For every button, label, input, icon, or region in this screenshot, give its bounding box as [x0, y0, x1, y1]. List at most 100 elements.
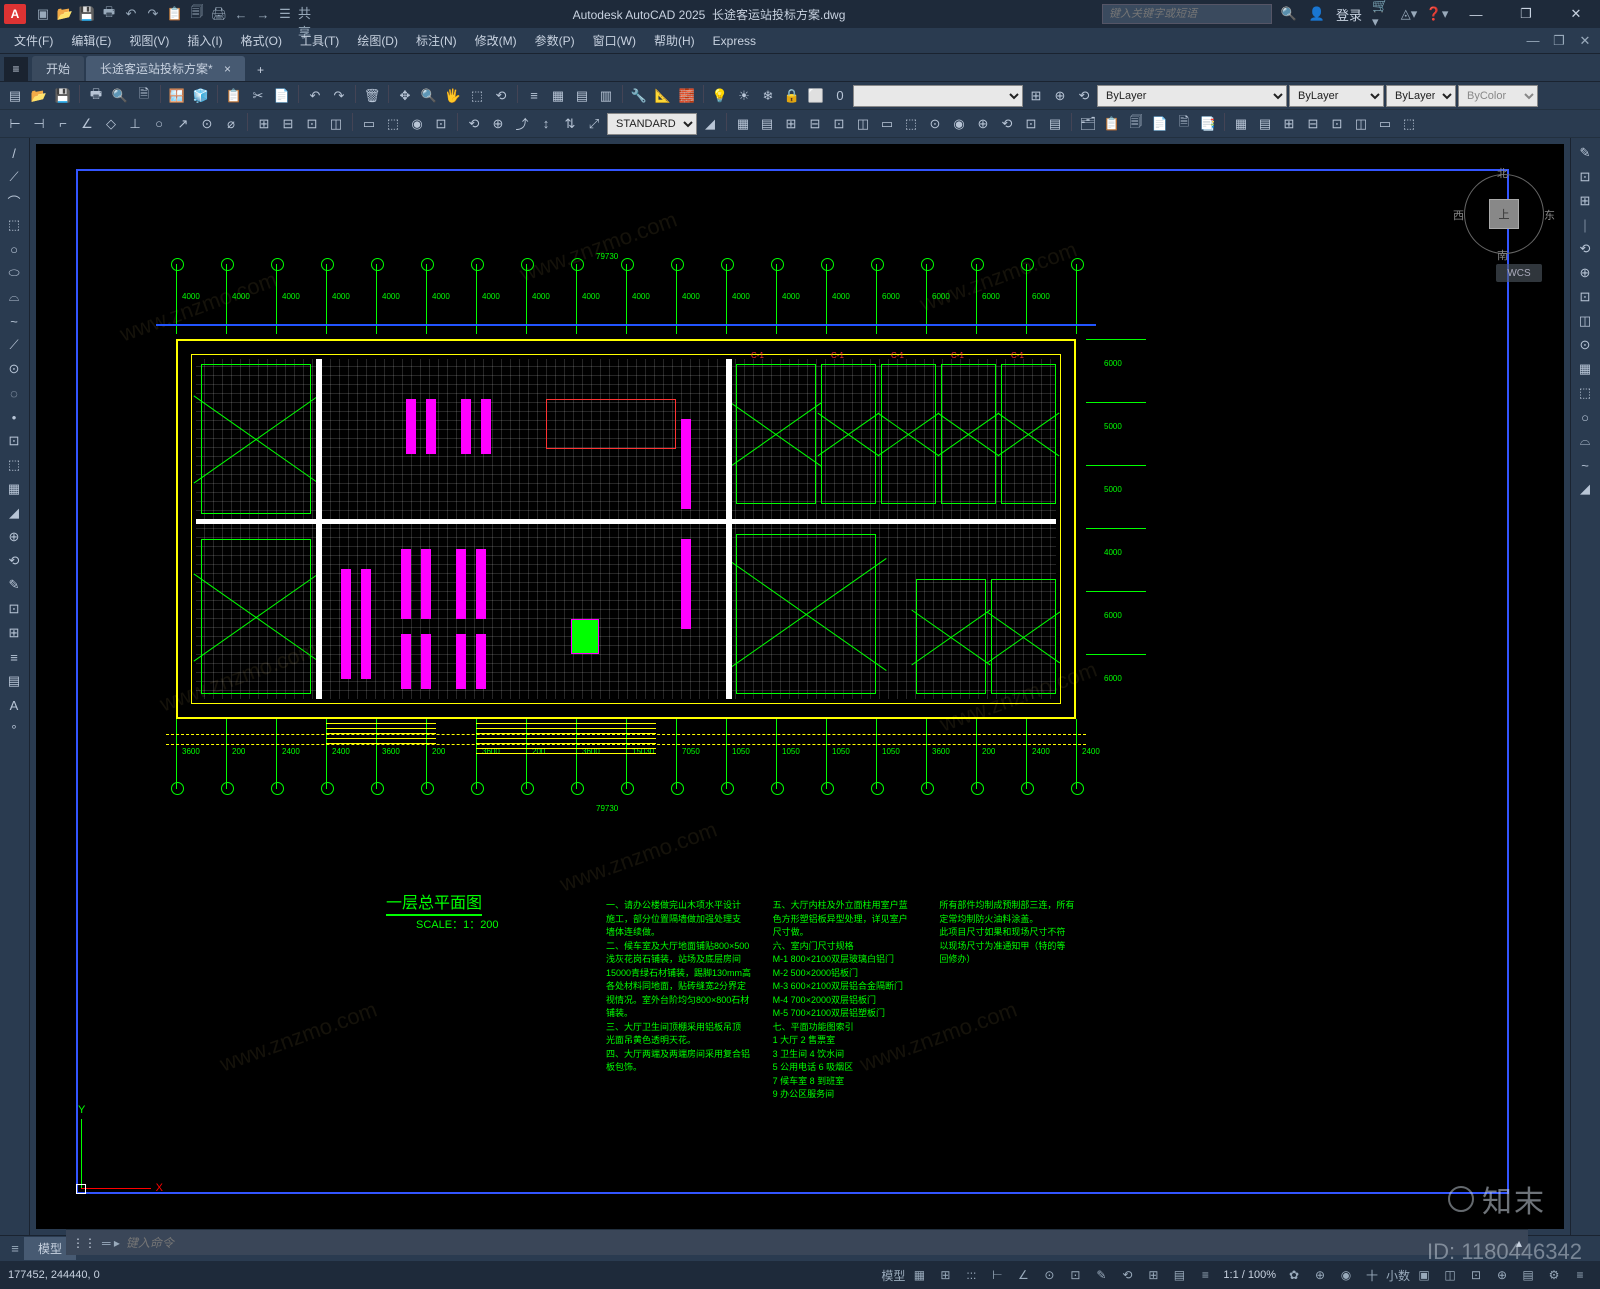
toolbar-button[interactable]: 🪟: [166, 85, 188, 107]
qat-button[interactable]: 💾: [78, 5, 96, 23]
qat-button[interactable]: 📋: [166, 5, 184, 23]
status-button[interactable]: :::: [959, 1264, 983, 1286]
minimize-button[interactable]: —: [1456, 0, 1496, 28]
palette-button[interactable]: ✎: [1573, 142, 1597, 164]
palette-button[interactable]: ⊞: [1573, 190, 1597, 212]
help-icon[interactable]: ❓▾: [1428, 5, 1446, 23]
toolbar-button[interactable]: 🗎: [133, 85, 155, 107]
status-button[interactable]: ▤: [1167, 1264, 1191, 1286]
toolbar-button[interactable]: ◉: [406, 113, 428, 135]
toolbar-button[interactable]: 🗎: [1173, 113, 1195, 135]
menu-item[interactable]: 插入(I): [179, 29, 230, 52]
toolbar-button[interactable]: 🖶: [85, 85, 107, 107]
palette-button[interactable]: ▦: [1573, 358, 1597, 380]
palette-button[interactable]: ⊙: [2, 358, 26, 380]
palette-button[interactable]: ｜: [1573, 214, 1597, 236]
toolbar-button[interactable]: ⊢: [4, 113, 26, 135]
palette-button[interactable]: ⬭: [2, 262, 26, 284]
menu-item[interactable]: 编辑(E): [63, 29, 119, 52]
toolbar-button[interactable]: ⊕: [487, 113, 509, 135]
user-icon[interactable]: 👤: [1308, 5, 1326, 23]
toolbar-button[interactable]: ▤: [1044, 113, 1066, 135]
palette-button[interactable]: ⬚: [1573, 382, 1597, 404]
toolbar-button[interactable]: 💡: [709, 85, 731, 107]
palette-button[interactable]: ⊞: [2, 622, 26, 644]
toolbar-button[interactable]: ▤: [1254, 113, 1276, 135]
toolbar-button[interactable]: ⊟: [1302, 113, 1324, 135]
tab-close-icon[interactable]: ×: [224, 62, 231, 76]
toolbar-button[interactable]: ▦: [1230, 113, 1252, 135]
toolbar-button[interactable]: 🧱: [676, 85, 698, 107]
palette-button[interactable]: ○: [1573, 406, 1597, 428]
qat-button[interactable]: ↶: [122, 5, 140, 23]
palette-button[interactable]: ⊡: [2, 430, 26, 452]
toolbar-button[interactable]: ⬚: [382, 113, 404, 135]
command-line[interactable]: ⋮⋮ ═ ▸ ▴: [66, 1229, 1528, 1255]
palette-button[interactable]: ▦: [2, 478, 26, 500]
toolbar-button[interactable]: ⊡: [1326, 113, 1348, 135]
toolbar-button[interactable]: ▤: [571, 85, 593, 107]
toolbar-button[interactable]: ▦: [547, 85, 569, 107]
menu-item[interactable]: 窗口(W): [585, 29, 644, 52]
toolbar-button[interactable]: ⟲: [490, 85, 512, 107]
tab-document[interactable]: 长途客运站投标方案* ×: [86, 56, 245, 81]
layer-tool2-icon[interactable]: ⊕: [1049, 85, 1071, 107]
login-label[interactable]: 登录: [1336, 5, 1362, 24]
toolbar-button[interactable]: 📑: [1197, 113, 1219, 135]
search-icon[interactable]: 🔍: [1280, 5, 1298, 23]
toolbar-button[interactable]: ⊣: [28, 113, 50, 135]
palette-button[interactable]: ⊡: [1573, 286, 1597, 308]
palette-button[interactable]: ◢: [1573, 478, 1597, 500]
tab-menu-button[interactable]: ≡: [4, 57, 28, 81]
toolbar-button[interactable]: ✂: [247, 85, 269, 107]
toolbar-button[interactable]: ⊙: [196, 113, 218, 135]
toolbar-button[interactable]: 📋: [1101, 113, 1123, 135]
qat-button[interactable]: 🖶: [100, 5, 118, 23]
menu-item[interactable]: 视图(V): [121, 29, 177, 52]
palette-button[interactable]: ~: [2, 310, 26, 332]
palette-button[interactable]: °: [2, 718, 26, 740]
status-button[interactable]: ✿: [1282, 1264, 1306, 1286]
toolbar-button[interactable]: ⇅: [559, 113, 581, 135]
status-button[interactable]: 1:1 / 100%: [1219, 1269, 1280, 1281]
tab-add-button[interactable]: +: [247, 59, 274, 81]
toolbar-button[interactable]: ▭: [876, 113, 898, 135]
menu-item[interactable]: 工具(T): [292, 29, 347, 52]
toolbar-button[interactable]: ▭: [358, 113, 380, 135]
toolbar-button[interactable]: ⊞: [253, 113, 275, 135]
menu-item[interactable]: 修改(M): [467, 29, 525, 52]
toolbar-button[interactable]: ▥: [595, 85, 617, 107]
toolbar-button[interactable]: ⊙: [924, 113, 946, 135]
palette-button[interactable]: ✎: [2, 574, 26, 596]
palette-button[interactable]: ⊕: [1573, 262, 1597, 284]
menubar-close-icon[interactable]: ✕: [1576, 32, 1594, 50]
palette-button[interactable]: ⟋: [2, 334, 26, 356]
apps-icon[interactable]: ◬▾: [1400, 5, 1418, 23]
toolbar-button[interactable]: ❄: [757, 85, 779, 107]
qat-button[interactable]: 📂: [56, 5, 74, 23]
toolbar-button[interactable]: ⬚: [1398, 113, 1420, 135]
toolbar-button[interactable]: 🧊: [190, 85, 212, 107]
toolbar-button[interactable]: ↗: [172, 113, 194, 135]
toolbar-button[interactable]: 🔒: [781, 85, 803, 107]
status-button[interactable]: ▣: [1412, 1264, 1436, 1286]
palette-button[interactable]: ▤: [2, 670, 26, 692]
color-dropdown[interactable]: ByColor: [1458, 85, 1538, 107]
qat-button[interactable]: →: [254, 5, 272, 23]
toolbar-button[interactable]: ▭: [1374, 113, 1396, 135]
drawing-canvas[interactable]: www.znzmo.com www.znzmo.com www.znzmo.co…: [36, 144, 1564, 1229]
status-button[interactable]: ▦: [907, 1264, 931, 1286]
qat-button[interactable]: ▣: [34, 5, 52, 23]
palette-button[interactable]: ⟲: [1573, 238, 1597, 260]
toolbar-button[interactable]: 🔧: [628, 85, 650, 107]
toolbar-button[interactable]: 💾: [52, 85, 74, 107]
palette-button[interactable]: ⌓: [2, 286, 26, 308]
palette-button[interactable]: ⌒: [2, 190, 26, 212]
status-button[interactable]: ⊕: [1308, 1264, 1332, 1286]
status-button[interactable]: ≡: [1568, 1264, 1592, 1286]
qat-button[interactable]: 🖨: [210, 5, 228, 23]
toolbar-button[interactable]: ⬜: [805, 85, 827, 107]
palette-button[interactable]: ◌: [2, 382, 26, 404]
palette-button[interactable]: ~: [1573, 454, 1597, 476]
toolbar-button[interactable]: 0: [829, 85, 851, 107]
